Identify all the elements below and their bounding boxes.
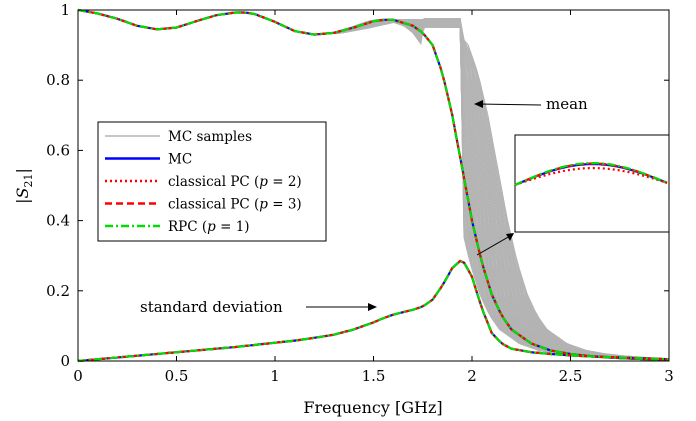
legend-label: classical PC (p = 2) (168, 174, 302, 190)
mean-label: mean (546, 95, 588, 113)
inset-pointer-arrowhead-icon (506, 233, 514, 241)
mean-arrow (477, 103, 542, 106)
y-axis-ticks: 0 0.2 0.4 0.6 0.8 1 (46, 1, 669, 370)
std-arrowhead-icon (368, 303, 377, 311)
std-label: standard deviation (140, 298, 283, 316)
y-tick-label: 0.8 (46, 71, 70, 89)
inset-frame (514, 134, 670, 233)
inset-line (514, 167, 668, 187)
mean-annotation: mean (474, 95, 588, 113)
y-axis-label: |S21| (13, 168, 35, 204)
x-tick-label: 2 (467, 367, 477, 385)
y-tick-label: 1 (60, 1, 70, 19)
x-tick-label: 2.5 (559, 367, 583, 385)
x-tick-label: 0.5 (165, 367, 189, 385)
inset (476, 134, 670, 256)
y-tick-label: 0.6 (46, 141, 70, 159)
mean-arrowhead-icon (474, 100, 483, 108)
svg-text:|S21|: |S21| (13, 168, 35, 204)
mean-line-rpc (77, 8, 670, 361)
legend-label: MC samples (168, 129, 252, 145)
std-line-pc-p3 (77, 259, 670, 363)
legend-label: RPC (p = 1) (168, 219, 250, 235)
y-tick-label: 0 (60, 352, 70, 370)
x-axis-ticks: 0 0.5 1 1.5 2 2.5 3 (73, 10, 674, 385)
std-annotation: standard deviation (140, 298, 377, 316)
legend-label: classical PC (p = 3) (168, 197, 302, 213)
x-tick-label: 0 (73, 367, 83, 385)
y-tick-label: 0.2 (46, 282, 70, 300)
series-layer (77, 8, 670, 363)
legend-label: MC (168, 152, 192, 168)
x-tick-label: 3 (664, 367, 674, 385)
y-tick-label: 0.4 (46, 212, 70, 230)
inset-pointer-arrow (476, 235, 511, 256)
x-tick-label: 1 (270, 367, 280, 385)
x-tick-label: 1.5 (362, 367, 386, 385)
inset-line (514, 162, 668, 187)
legend: MC samples MC classical PC (p = 2) classica… (97, 121, 327, 242)
inset-lines (514, 162, 668, 187)
x-axis-label: Frequency [GHz] (303, 398, 442, 417)
std-line-rpc (77, 259, 670, 363)
